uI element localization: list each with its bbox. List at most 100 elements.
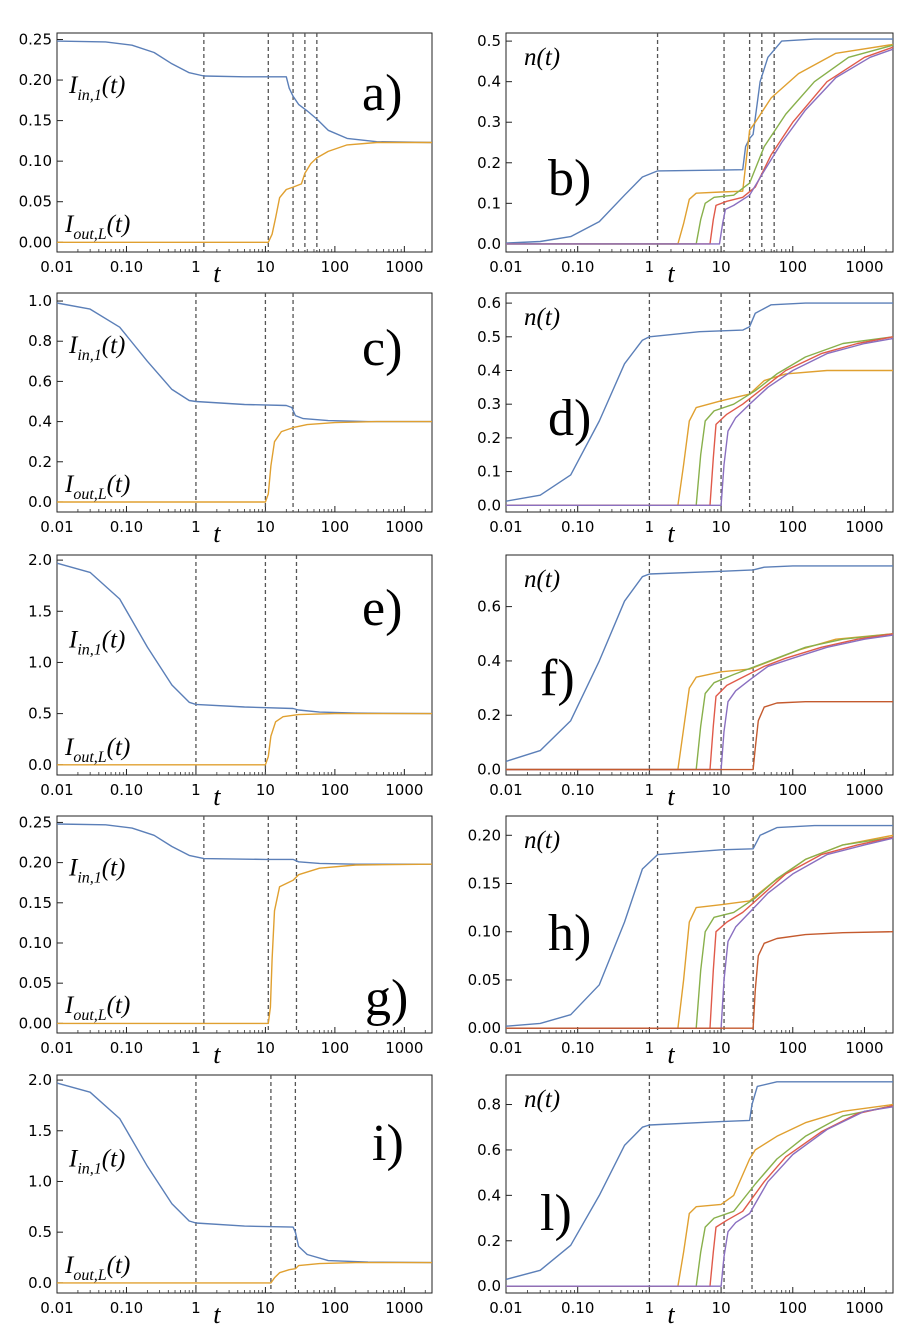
series-line [506, 633, 894, 771]
series-line [506, 43, 894, 245]
x-axis-label: t [667, 519, 675, 548]
curve-label-in1-arg: (t) [102, 854, 126, 881]
y-tick-label: 0.8 [28, 332, 52, 350]
curve-label-in1-arg: (t) [102, 72, 126, 99]
panel-label: g) [365, 970, 408, 1027]
series-line [505, 565, 893, 763]
x-tick-label: 10 [256, 1299, 275, 1317]
y-tick-label: 0.6 [477, 598, 501, 616]
series-line [505, 38, 893, 244]
curve-label-n-base: n [524, 827, 537, 854]
curve-label-outL-base: I [64, 992, 75, 1019]
x-axis-label: t [667, 259, 675, 288]
x-axis-label: t [667, 782, 675, 811]
y-tick-label: 0.5 [477, 32, 501, 50]
y-tick-label: 0.4 [477, 73, 501, 91]
y-tick-label: 0.00 [19, 1014, 52, 1032]
curve-label-in1-subscript: in,1 [77, 347, 101, 364]
panel-label: b) [548, 150, 591, 207]
curve-label-outL-base: I [64, 211, 75, 238]
curve-label-n-base: n [524, 1086, 537, 1113]
panel-label: l) [540, 1185, 572, 1242]
curve-label-n-base: n [524, 304, 537, 331]
x-tick-label: 10 [256, 781, 275, 799]
x-tick-label: 100 [778, 518, 807, 536]
panel-label: c) [362, 320, 402, 377]
y-tick-label: 0.10 [468, 923, 501, 941]
panel-c: 0.01 0.10 1 10 100 1000 0.0 0.2 0.4 0.6 0.8 1.0 t Iin… [28, 292, 433, 548]
curve-label-n: n(t) [524, 1086, 560, 1113]
y-tick-label: 0.0 [477, 761, 501, 779]
y-tick-label: 0.05 [19, 193, 52, 211]
x-tick-label: 0.01 [40, 781, 73, 799]
y-tick-label: 1.0 [28, 292, 52, 310]
x-tick-label: 1 [191, 781, 201, 799]
y-tick-label: 0.05 [468, 971, 501, 989]
y-tick-label: 0.6 [477, 294, 501, 312]
x-tick-label: 1000 [845, 258, 883, 276]
x-tick-label: 0.10 [561, 518, 594, 536]
curve-label-in1: Iin,1(t) [68, 72, 125, 104]
y-tick-label: 0.4 [477, 652, 501, 670]
x-tick-label: 10 [712, 1039, 731, 1057]
x-tick-label: 0.10 [561, 781, 594, 799]
curve-label-in1-arg: (t) [102, 332, 126, 359]
curve-label-in1-subscript: in,1 [77, 869, 101, 886]
series-line [506, 337, 894, 506]
x-axis-label: t [213, 519, 221, 548]
series-line [56, 40, 433, 144]
series-line [506, 336, 894, 506]
curve-label-in1-arg: (t) [102, 626, 126, 653]
x-tick-label: 1000 [385, 1039, 423, 1057]
panel-label: h) [548, 905, 591, 962]
series-line [506, 836, 894, 1029]
y-tick-label: 0.5 [28, 1223, 52, 1241]
y-tick-label: 0.3 [477, 395, 501, 413]
y-tick-label: 0.0 [477, 496, 501, 514]
x-tick-label: 10 [256, 1039, 275, 1057]
x-tick-label: 0.01 [489, 258, 522, 276]
y-tick-label: 1.0 [28, 1172, 52, 1190]
y-tick-label: 0.1 [477, 463, 501, 481]
x-tick-label: 1000 [385, 781, 423, 799]
x-tick-label: 100 [778, 781, 807, 799]
curve-label-n: n(t) [524, 566, 560, 593]
x-tick-label: 0.01 [489, 781, 522, 799]
y-tick-label: 1.5 [28, 1122, 52, 1140]
curve-label-n-base: n [524, 44, 537, 71]
curve-label-in1-base: I [68, 626, 79, 653]
x-tick-label: 10 [712, 258, 731, 276]
x-tick-label: 10 [256, 258, 275, 276]
x-tick-label: 0.10 [561, 1039, 594, 1057]
y-tick-label: 0.05 [19, 974, 52, 992]
series-line [56, 823, 432, 865]
x-tick-label: 0.10 [110, 1299, 143, 1317]
x-axis-label: t [213, 259, 221, 288]
series-line [506, 701, 893, 771]
x-tick-label: 1000 [385, 1299, 423, 1317]
curve-label-in1-subscript: in,1 [77, 641, 101, 658]
x-axis-label: t [213, 782, 221, 811]
curve-label-n-arg: (t) [537, 304, 561, 331]
x-tick-label: 1 [645, 781, 655, 799]
y-tick-label: 0.4 [28, 413, 52, 431]
x-tick-label: 0.01 [489, 518, 522, 536]
y-tick-label: 0.4 [477, 1186, 501, 1204]
series-line [506, 1105, 894, 1287]
x-tick-label: 0.01 [489, 1039, 522, 1057]
x-axis-label: t [213, 1040, 221, 1069]
panel-a: 0.01 0.10 1 10 100 1000 0.00 0.05 0.10 0.15 0.20 0.… [19, 30, 433, 288]
curve-label-n-arg: (t) [537, 827, 561, 854]
series-line [57, 420, 432, 503]
series-line [506, 633, 894, 771]
y-tick-label: 0.25 [19, 813, 52, 831]
x-tick-label: 0.01 [40, 1299, 73, 1317]
y-tick-label: 0.10 [19, 934, 52, 952]
x-tick-label: 1 [191, 258, 201, 276]
curve-label-outL-base: I [64, 734, 75, 761]
y-tick-label: 0.0 [28, 493, 52, 511]
curve-label-outL-subscript: out,L [73, 1267, 106, 1284]
panel-label: d) [548, 390, 591, 447]
y-tick-label: 0.00 [19, 233, 52, 251]
